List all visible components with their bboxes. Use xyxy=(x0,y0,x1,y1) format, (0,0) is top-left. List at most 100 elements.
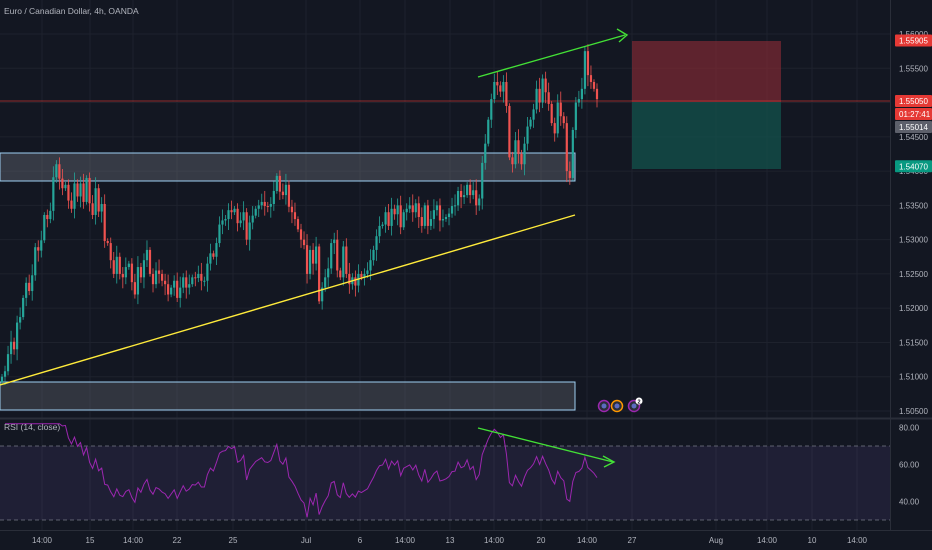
candle xyxy=(148,247,152,277)
price-tag-countdown: 01:27:41 xyxy=(895,108,932,120)
candle xyxy=(450,197,454,218)
candle xyxy=(157,259,161,284)
event-count-badge xyxy=(635,397,643,405)
uptrend-line[interactable] xyxy=(0,214,576,386)
candle xyxy=(145,240,149,268)
candle xyxy=(311,243,315,275)
price-tag-value: 1.55050 xyxy=(899,97,928,106)
candle xyxy=(269,197,272,218)
candle xyxy=(577,90,580,107)
candle xyxy=(348,262,351,294)
candle xyxy=(281,183,284,200)
candle xyxy=(526,116,529,151)
candle xyxy=(139,262,143,283)
candle xyxy=(130,258,133,291)
price-divergence-arrow[interactable] xyxy=(477,28,629,78)
candle xyxy=(372,245,375,266)
candle xyxy=(194,271,197,287)
candle xyxy=(251,206,254,230)
candle xyxy=(517,129,520,164)
candle xyxy=(94,177,97,225)
candle xyxy=(420,207,423,233)
candle xyxy=(568,161,571,185)
candle xyxy=(396,198,399,226)
candle xyxy=(469,179,472,204)
candle xyxy=(106,238,109,246)
candle xyxy=(67,179,70,209)
candle xyxy=(411,194,414,222)
price-tag-value: 1.55014 xyxy=(899,123,928,132)
time-tick-label: 20 xyxy=(537,536,546,545)
candle xyxy=(176,272,179,303)
candle xyxy=(197,265,200,283)
candle xyxy=(529,116,532,130)
rsi-divergence-arrow[interactable] xyxy=(477,427,616,468)
candle xyxy=(553,117,556,142)
candle xyxy=(182,273,185,294)
candle xyxy=(378,216,381,244)
candle xyxy=(505,72,508,113)
candle xyxy=(438,198,442,232)
lower-support-zone[interactable] xyxy=(0,381,576,411)
time-tick-label: 14:00 xyxy=(484,536,505,545)
candle xyxy=(0,373,4,385)
candle xyxy=(499,81,502,98)
candle xyxy=(305,234,309,284)
short-position-tool[interactable] xyxy=(632,41,781,169)
rsi-axis[interactable]: 80.00 60.00 40.00 xyxy=(899,424,920,507)
candle xyxy=(242,201,245,231)
candle xyxy=(402,209,405,231)
candle xyxy=(22,295,25,320)
time-tick-label: 15 xyxy=(86,536,95,545)
time-tick-label: 6 xyxy=(358,536,363,545)
candle xyxy=(142,253,146,289)
candle xyxy=(58,157,61,190)
candle xyxy=(257,199,260,218)
candle xyxy=(562,112,565,129)
candle xyxy=(490,93,493,128)
candlestick-series xyxy=(0,44,599,385)
rsi-divergence-arrowhead xyxy=(602,455,616,468)
candle xyxy=(118,252,121,280)
candle xyxy=(456,186,460,211)
candle xyxy=(179,276,182,308)
symbol-title[interactable]: Euro / Canadian Dollar, 4h, OANDA xyxy=(4,6,139,16)
candle xyxy=(384,206,387,233)
rsi-divergence-line[interactable] xyxy=(477,427,614,463)
take-profit-zone[interactable] xyxy=(632,102,781,169)
candle xyxy=(487,116,490,147)
candle xyxy=(589,65,593,89)
candle xyxy=(266,201,269,213)
candle xyxy=(414,199,417,218)
stop-loss-zone[interactable] xyxy=(632,41,781,102)
candle xyxy=(82,173,85,209)
candle xyxy=(245,208,248,246)
price-tick-label: 1.53500 xyxy=(899,201,928,210)
price-divergence-line[interactable] xyxy=(477,34,626,78)
price-axis[interactable]: 1.560001.555001.550001.545001.540001.535… xyxy=(899,30,928,416)
candle xyxy=(97,184,100,218)
candle xyxy=(308,245,312,280)
candle xyxy=(275,173,278,194)
price-tag-current-price: 1.55050 xyxy=(895,95,932,107)
candle xyxy=(79,176,82,208)
candle xyxy=(209,243,212,271)
price-tick-label: 1.51500 xyxy=(899,338,928,347)
candle xyxy=(544,71,547,104)
candle xyxy=(290,199,294,224)
candle xyxy=(390,197,393,236)
rsi-line[interactable] xyxy=(5,423,598,518)
candle xyxy=(6,345,10,376)
resistance-support-zone[interactable] xyxy=(0,152,576,182)
event-badges[interactable]: 2 xyxy=(597,397,643,413)
time-axis[interactable]: 14:00 15 14:00 22 25 Jul 6 14:00 13 14:00 20 14:00 2… xyxy=(0,530,932,546)
time-tick-label: 14:00 xyxy=(395,536,416,545)
candle xyxy=(580,77,583,109)
candle xyxy=(191,274,194,287)
rsi-indicator-label[interactable]: RSI (14, close) xyxy=(4,422,60,432)
candle xyxy=(342,241,345,286)
time-tick-label: 10 xyxy=(808,536,817,545)
candle xyxy=(284,173,288,205)
rsi-tick-label: 60.00 xyxy=(899,461,920,470)
